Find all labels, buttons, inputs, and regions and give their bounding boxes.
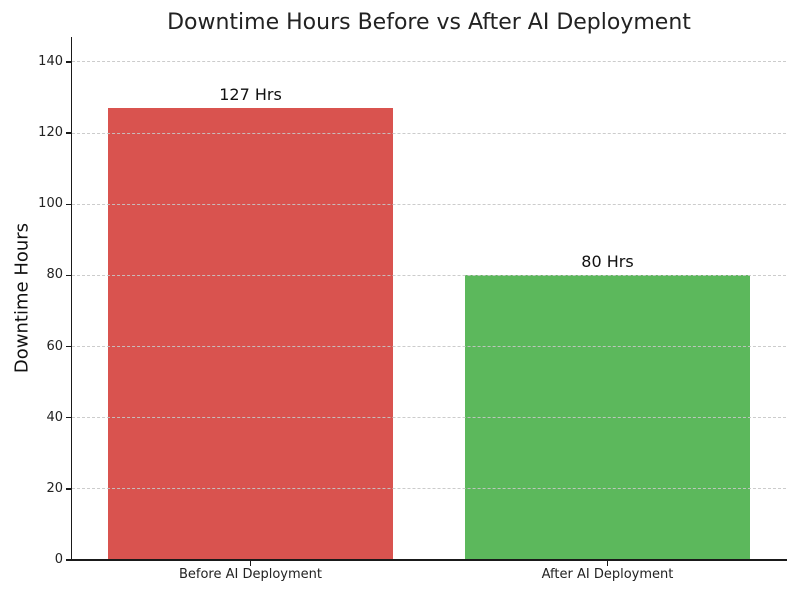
y-tick-label: 60 [46, 338, 63, 354]
y-tick-label: 80 [46, 267, 63, 283]
y-gridline [72, 274, 786, 276]
y-tick-mark [66, 203, 72, 205]
y-tick-mark [66, 488, 72, 490]
y-tick-mark [66, 61, 72, 63]
y-tick-label: 20 [46, 480, 63, 496]
x-tick-mark [606, 560, 609, 566]
y-tick-label: 0 [54, 552, 63, 567]
y-tick-mark [66, 345, 72, 348]
y-tick-label: 100 [38, 196, 63, 212]
y-gridline [72, 61, 786, 63]
y-gridline [72, 203, 786, 205]
y-gridline [72, 488, 786, 490]
bar-value-label-before-ai-deployment: 127 Hrs [219, 85, 282, 105]
y-tick-mark [66, 132, 72, 134]
bar-before-ai-deployment [107, 108, 394, 560]
y-tick-label: 120 [38, 125, 63, 141]
chart-title: Downtime Hours Before vs After AI Deploy… [167, 10, 691, 35]
y-tick-label: 40 [46, 409, 63, 425]
x-axis-spine [70, 559, 787, 561]
bar-value-label-after-ai-deployment: 80 Hrs [581, 252, 634, 272]
y-tick-label: 140 [38, 53, 63, 69]
y-tick-mark [66, 416, 72, 419]
y-gridline [72, 132, 786, 134]
y-gridline [72, 417, 786, 419]
x-tick-label-after-ai-deployment: After AI Deployment [541, 567, 674, 582]
x-tick-mark [249, 560, 252, 566]
y-gridline [72, 346, 786, 348]
x-tick-label-before-ai-deployment: Before AI Deployment [178, 567, 322, 582]
y-tick-mark [66, 274, 72, 277]
y-tick-mark [66, 559, 72, 561]
y-axis-spine [70, 37, 72, 561]
